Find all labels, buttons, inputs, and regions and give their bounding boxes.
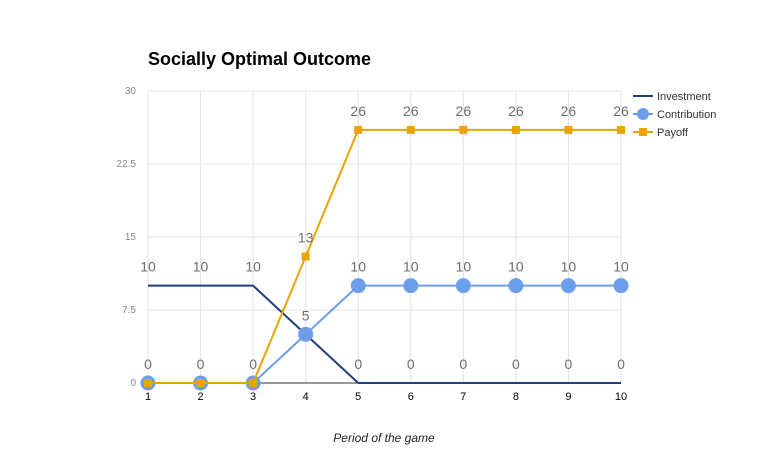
data-labels: 10 10 10 0 0 0 0 0 0 0 0 0 5 10 10 10 10 10 10 13 26 26 26 26 26…: [140, 103, 629, 372]
investment-data-label: 0: [407, 356, 415, 372]
x-tick-label: 10: [615, 391, 627, 403]
x-tick-label: 6: [408, 391, 414, 403]
investment-line: [148, 284, 621, 384]
contribution-point: [508, 278, 524, 294]
payoff-point: [144, 379, 152, 387]
contribution-point: [455, 278, 471, 294]
legend-payoff-label: Payoff: [657, 127, 689, 139]
payoff-data-label: 26: [403, 103, 419, 119]
contribution-line: [148, 284, 621, 384]
investment-data-label: 0: [459, 356, 467, 372]
payoff-point: [301, 252, 310, 261]
contribution-data-label: 10: [350, 259, 366, 275]
investment-data-label: 10: [245, 259, 261, 275]
x-tick-label: 8: [513, 391, 519, 403]
y-tick-label: 30: [125, 86, 137, 97]
payoff-point: [459, 125, 468, 134]
legend-contribution-marker: [637, 108, 649, 120]
payoff-data-label: 26: [561, 103, 577, 119]
payoff-point: [406, 125, 415, 134]
y-tick-label: 0: [130, 378, 136, 389]
x-tick-label: 5: [355, 391, 361, 403]
contribution-point: [613, 278, 629, 294]
x-tick-label: 7: [460, 391, 466, 403]
payoff-point: [511, 125, 520, 134]
investment-data-label: 0: [354, 356, 362, 372]
contribution-data-label: 10: [561, 259, 577, 275]
contribution-data-label: 0: [197, 356, 205, 372]
x-axis-label: Period of the game: [333, 431, 435, 445]
contribution-point: [560, 278, 576, 294]
y-axis-ticks: 0 7.5 15 22.5 30: [117, 86, 137, 389]
x-tick-label: 1: [145, 391, 151, 403]
contribution-data-label: 0: [144, 356, 152, 372]
payoff-point: [564, 125, 573, 134]
investment-data-label: 10: [193, 259, 209, 275]
contribution-data-label: 10: [403, 259, 419, 275]
payoff-data-label: 26: [456, 103, 472, 119]
chart-title: Socially Optimal Outcome: [148, 49, 371, 69]
contribution-data-label: 0: [249, 356, 257, 372]
x-tick-label: 3: [250, 391, 256, 403]
contribution-data-label: 5: [302, 307, 310, 323]
x-tick-label: 4: [303, 391, 309, 403]
payoff-point: [196, 379, 205, 387]
investment-data-label: 0: [565, 356, 573, 372]
legend-investment-label: Investment: [657, 91, 711, 103]
x-tick-label: 9: [565, 391, 571, 403]
series-lines: [140, 125, 629, 391]
payoff-point: [617, 125, 625, 134]
y-tick-label: 15: [125, 232, 137, 243]
contribution-data-label: 10: [508, 259, 524, 275]
payoff-data-label: 26: [613, 103, 629, 119]
payoff-data-label: 13: [298, 229, 314, 245]
contribution-point: [403, 278, 419, 294]
contribution-point: [298, 326, 314, 342]
y-tick-label: 22.5: [117, 159, 137, 170]
payoff-data-label: 26: [508, 103, 524, 119]
contribution-data-label: 10: [456, 259, 472, 275]
legend-payoff-marker: [639, 128, 647, 136]
payoff-point: [249, 379, 258, 387]
payoff-line: [148, 128, 621, 384]
contribution-point: [350, 278, 366, 294]
investment-data-label: 0: [512, 356, 520, 372]
x-axis-ticks: 1 2 3 4 5 6 7 8 9 10: [145, 391, 627, 403]
x-tick-label: 2: [197, 391, 203, 403]
contribution-data-label: 10: [613, 259, 629, 275]
payoff-point: [354, 125, 363, 134]
legend-contribution-label: Contribution: [657, 109, 716, 121]
legend: Investment Contribution Payoff: [633, 91, 716, 139]
investment-data-label: 0: [617, 356, 625, 372]
payoff-data-label: 26: [350, 103, 366, 119]
y-tick-label: 7.5: [122, 305, 136, 316]
gridlines: [147, 90, 622, 384]
investment-data-label: 10: [140, 259, 156, 275]
